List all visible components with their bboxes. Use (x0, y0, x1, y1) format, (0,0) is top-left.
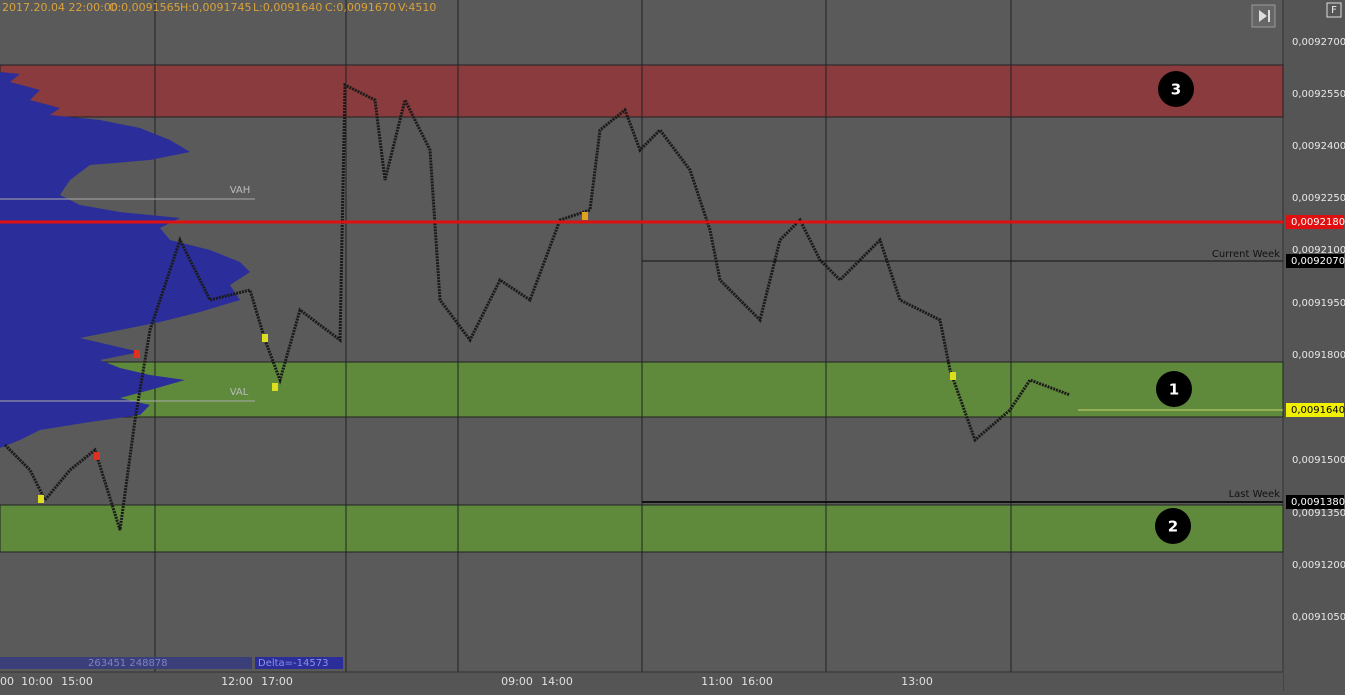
price-tag-text: 0,0091640 (1291, 405, 1345, 416)
zone-number: 1 (1169, 381, 1179, 399)
price-axis-area (1283, 0, 1345, 691)
marker (134, 350, 140, 358)
time-axis: 00 10:00 15:00 12:00 17:00 09:00 14:00 1… (0, 675, 933, 688)
price-tag (1286, 495, 1344, 509)
price-label: 0,0092700 (1292, 37, 1345, 48)
time-label: 09:00 (501, 675, 533, 688)
time-label: 12:00 (221, 675, 253, 688)
price-label: 0,0092400 (1292, 141, 1345, 152)
delta-box (255, 657, 343, 669)
price-axis: 0,0092700 0,0092550 0,0092400 0,0092250 … (1292, 37, 1345, 623)
time-label: 15:00 (61, 675, 93, 688)
zone-badge (1156, 371, 1192, 407)
price-tag-text: 0,0092180 (1291, 217, 1345, 228)
price-tag-text: 0,0092070 (1291, 256, 1345, 267)
time-label: 17:00 (261, 675, 293, 688)
vertical-grid (154, 0, 1012, 672)
scroll-end-icon (1259, 10, 1270, 22)
volume-profile (0, 72, 250, 448)
profile-delta: Delta=-14573 (258, 658, 328, 669)
time-label: 00 (0, 675, 14, 688)
price-trace (3, 82, 1071, 531)
val-label: VAL (230, 387, 249, 398)
time-label: 14:00 (541, 675, 573, 688)
time-label: 11:00 (701, 675, 733, 688)
header-high: H:0,0091745 (180, 1, 251, 14)
header-volume: V:4510 (398, 1, 436, 14)
marker (262, 334, 268, 342)
marker (94, 452, 100, 460)
f-button[interactable] (1326, 2, 1342, 18)
marker (38, 495, 44, 503)
price-label: 0,0092250 (1292, 193, 1345, 204)
price-label: 0,0091500 (1292, 455, 1345, 466)
price-tag-text: 0,0091380 (1291, 497, 1345, 508)
current-week-label: Current Week (1212, 249, 1280, 260)
marker (950, 372, 956, 380)
price-label: 0,0092550 (1292, 89, 1345, 100)
zone-number: 2 (1168, 518, 1178, 536)
time-axis-area (0, 672, 1283, 691)
profile-volumes: 263451 248878 (88, 658, 168, 669)
marker (582, 212, 588, 220)
time-label: 16:00 (741, 675, 773, 688)
price-tag (1286, 215, 1344, 229)
header-open: O:0,0091565 (109, 1, 181, 14)
time-label: 13:00 (901, 675, 933, 688)
price-label: 0,0091050 (1292, 612, 1345, 623)
price-label: 0,0091950 (1292, 298, 1345, 309)
marker (272, 383, 278, 391)
price-tag (1286, 254, 1344, 268)
price-label: 0,0091800 (1292, 350, 1345, 361)
price-label: 0,0092100 (1292, 245, 1345, 256)
f-button-label: F (1331, 5, 1337, 16)
price-label: 0,0091350 (1292, 508, 1345, 519)
header-close: C:0,0091670 (325, 1, 396, 14)
zone-badge (1155, 508, 1191, 544)
zone-badge (1158, 71, 1194, 107)
price-tag (1286, 403, 1344, 417)
last-week-label: Last Week (1229, 489, 1281, 500)
header-low: L:0,0091640 (253, 1, 322, 14)
vah-label: VAH (230, 185, 251, 196)
header-datetime: 2017.20.04 22:00:00 (2, 1, 118, 14)
stats-bar (0, 657, 252, 669)
zone-number: 3 (1171, 81, 1181, 99)
price-label: 0,0091200 (1292, 560, 1345, 571)
time-label: 10:00 (21, 675, 53, 688)
